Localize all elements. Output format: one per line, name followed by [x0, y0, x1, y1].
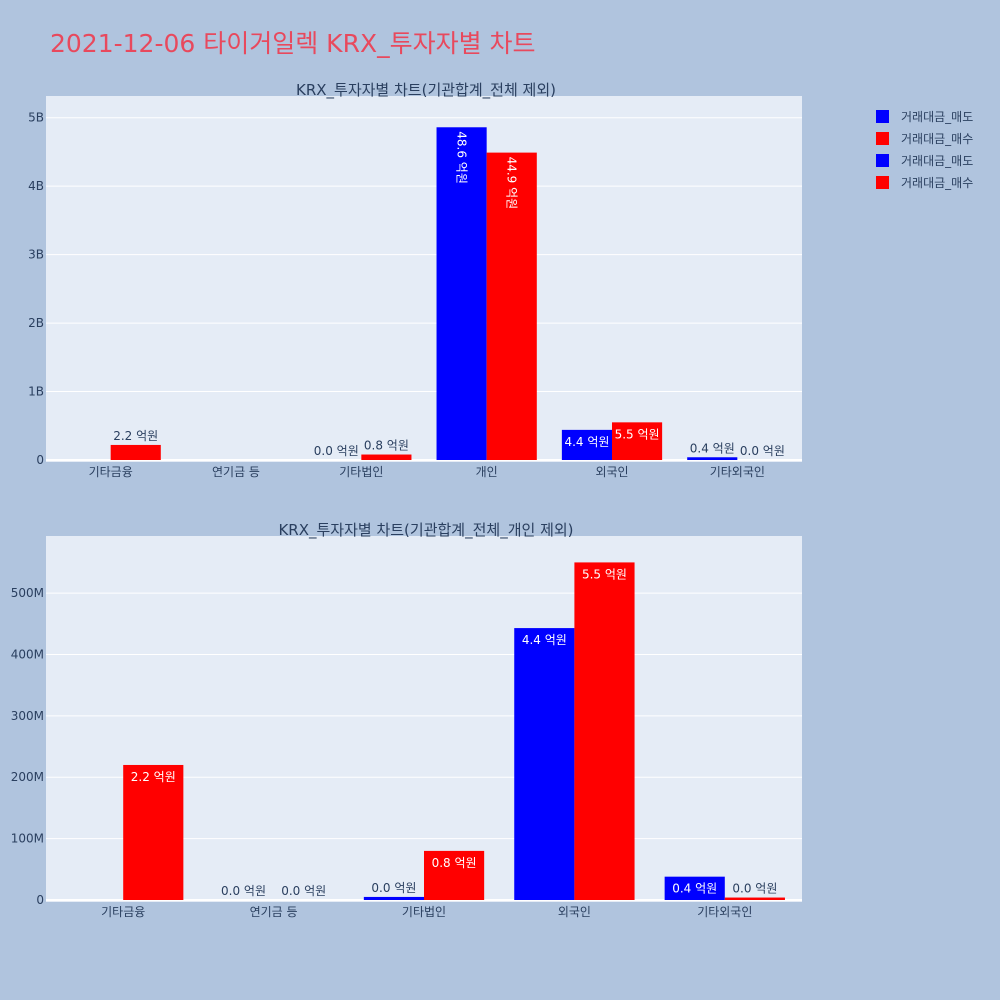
data-label: 5.5 억원 [582, 567, 627, 581]
bar [363, 896, 424, 900]
legend-item[interactable]: 거래대금_매도 [868, 149, 973, 171]
data-label: 0.4 억원 [690, 441, 735, 455]
data-label: 0.0 억원 [314, 444, 359, 458]
legend-label: 거래대금_매도 [901, 109, 974, 124]
y-tick-label: 0 [36, 893, 44, 907]
bar [110, 444, 161, 460]
legend-swatch [876, 175, 889, 189]
data-label: 5.5 억원 [615, 427, 660, 441]
legend-swatch [876, 109, 889, 123]
x-tick-label: 외국인 [558, 905, 591, 919]
data-label: 2.2 억원 [113, 429, 158, 443]
y-tick-label: 0 [36, 453, 44, 467]
x-tick-label: 기타금융 [101, 905, 145, 919]
bar [514, 628, 575, 900]
chart-2: 0 100M 200M 300M 400M 500M KRX_투자자별 차트(기관합계_전체… [11, 521, 802, 919]
legend-item[interactable]: 거래대금_매수 [868, 171, 973, 193]
x-tick-label: 기타법인 [402, 905, 446, 919]
legend-swatch [876, 153, 889, 167]
legend-label: 거래대금_매수 [901, 175, 974, 190]
data-label: 0.8 억원 [432, 856, 477, 870]
chart-title: KRX_투자자별 차트(기관합계_전체_개인 제외) [278, 521, 573, 540]
bar [361, 454, 412, 460]
legend-swatch [876, 131, 889, 145]
y-tick-label: 100M [11, 832, 44, 846]
x-tick-label: 연기금 등 [250, 905, 298, 919]
y-tick-label: 500M [11, 586, 44, 600]
bar [687, 457, 738, 460]
data-label: 44.9 억원 [505, 157, 519, 210]
y-tick-label: 200M [11, 770, 44, 784]
y-tick-label: 4B [28, 179, 44, 193]
data-label: 2.2 억원 [131, 770, 176, 784]
x-tick-label: 외국인 [595, 465, 628, 479]
legend-item[interactable]: 거래대금_매도 [868, 105, 973, 127]
legend-label: 거래대금_매도 [901, 153, 974, 168]
data-label: 0.0 억원 [371, 881, 416, 895]
y-tick-label: 5B [28, 111, 44, 125]
data-label: 0.0 억원 [740, 444, 785, 458]
y-tick-label: 1B [28, 385, 44, 399]
y-tick-label: 300M [11, 709, 44, 723]
data-label: 4.4 억원 [564, 435, 609, 449]
data-label: 0.8 억원 [364, 439, 409, 453]
x-tick-label: 기타외국인 [697, 905, 752, 919]
chart-title: KRX_투자자별 차트(기관합계_전체 제외) [296, 81, 556, 100]
bar [436, 127, 487, 461]
bar [486, 152, 537, 460]
y-tick-label: 2B [28, 316, 44, 330]
chart-1: 0 1B 2B 3B 4B 5B KRX_투자자별 차트(기관합계_전체 제외) 기타금융 2.… [28, 81, 802, 479]
x-tick-label: 기타금융 [89, 465, 133, 479]
y-tick-label: 3B [28, 248, 44, 262]
x-tick-label: 개인 [476, 465, 498, 479]
data-label: 0.0 억원 [732, 882, 777, 896]
bar [664, 876, 725, 900]
bar [123, 764, 184, 900]
x-tick-label: 연기금 등 [212, 465, 260, 479]
x-tick-label: 기타외국인 [710, 465, 765, 479]
bar [561, 429, 612, 460]
data-label: 0.4 억원 [672, 882, 717, 896]
legend: 거래대금_매도 거래대금_매수 거래대금_매도 거래대금_매수 [868, 105, 973, 193]
bar [724, 897, 785, 900]
bar [612, 422, 663, 460]
data-label: 0.0 억원 [281, 884, 326, 898]
legend-item[interactable]: 거래대금_매수 [868, 127, 973, 149]
page-title: 2021-12-06 타이거일렉 KRX_투자자별 차트 [50, 29, 536, 58]
data-label: 4.4 억원 [522, 633, 567, 647]
y-tick-label: 400M [11, 647, 44, 661]
bar [424, 850, 485, 900]
x-tick-label: 기타법인 [339, 465, 383, 479]
data-label: 0.0 억원 [221, 884, 266, 898]
plot-area [46, 96, 802, 462]
data-label: 48.6 억원 [455, 131, 469, 184]
legend-label: 거래대금_매수 [901, 131, 974, 146]
bar [574, 562, 635, 900]
